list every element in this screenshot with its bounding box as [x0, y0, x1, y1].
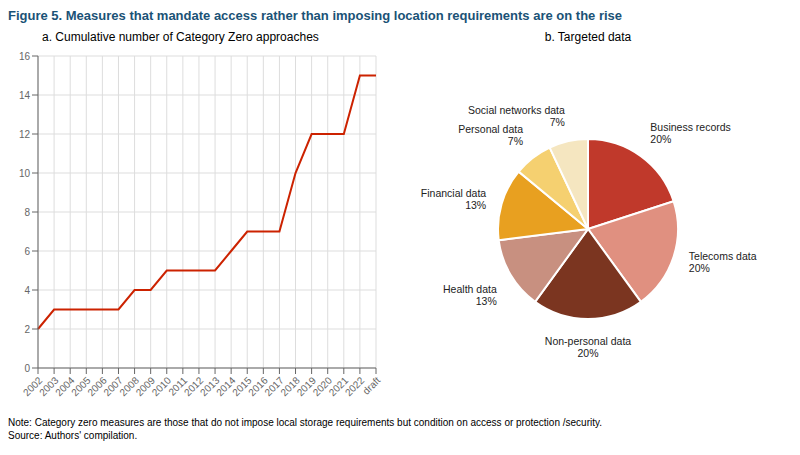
svg-text:Personal data7%: Personal data7% [458, 123, 523, 147]
html-text:Note: Category zero measures a: Note: Category zero measures are those t… [8, 417, 602, 428]
svg-text:12: 12 [19, 129, 31, 140]
svg-text:draft: draft [361, 375, 383, 397]
svg-text:2019: 2019 [294, 374, 319, 399]
svg-text:14: 14 [19, 90, 31, 101]
svg-text:2007: 2007 [101, 374, 125, 399]
svg-text:2011: 2011 [166, 374, 190, 398]
svg-text:6: 6 [24, 246, 30, 257]
svg-text:2005: 2005 [69, 374, 93, 399]
svg-text:2016: 2016 [246, 374, 270, 399]
svg-text:16: 16 [19, 51, 31, 62]
svg-text:Non-personal data20%: Non-personal data20% [545, 335, 632, 359]
html-text:Figure 5. Measures that mandat: Figure 5. Measures that mandate access r… [8, 8, 623, 23]
svg-text:2013: 2013 [198, 374, 222, 399]
svg-text:2008: 2008 [117, 374, 141, 399]
html-text:b. Targeted data: b. Targeted data [544, 30, 632, 44]
svg-text:8: 8 [24, 207, 30, 218]
svg-text:2002: 2002 [20, 374, 45, 399]
svg-text:2015: 2015 [230, 374, 254, 399]
svg-text:2021: 2021 [326, 374, 351, 399]
svg-text:2004: 2004 [53, 374, 77, 399]
html-text:a. Cumulative number of Catego: a. Cumulative number of Category Zero ap… [42, 30, 319, 44]
html-text:Source: Authors' compilation.: Source: Authors' compilation. [8, 430, 138, 441]
svg-text:2003: 2003 [37, 374, 61, 399]
svg-text:Business records20%: Business records20% [650, 121, 731, 145]
svg-text:10: 10 [19, 168, 31, 179]
svg-text:2022: 2022 [342, 374, 367, 399]
svg-text:2014: 2014 [214, 374, 238, 399]
svg-text:2017: 2017 [262, 374, 286, 399]
svg-text:2006: 2006 [85, 374, 109, 399]
svg-text:2010: 2010 [149, 374, 174, 399]
svg-text:Telecoms data20%: Telecoms data20% [689, 250, 757, 274]
svg-text:2012: 2012 [181, 374, 206, 399]
svg-text:2020: 2020 [310, 374, 335, 399]
svg-text:2: 2 [24, 324, 30, 335]
svg-text:2018: 2018 [278, 374, 302, 399]
svg-text:Financial data13%: Financial data13% [421, 187, 487, 211]
svg-text:Health data13%: Health data13% [443, 283, 497, 307]
svg-text:4: 4 [24, 285, 30, 296]
svg-text:0: 0 [24, 363, 30, 374]
svg-text:2009: 2009 [133, 374, 158, 399]
svg-text:Social networks data7%: Social networks data7% [468, 104, 565, 128]
